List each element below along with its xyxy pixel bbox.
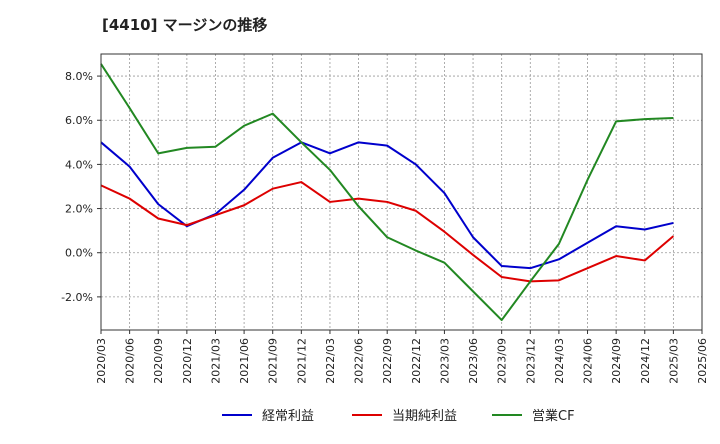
x-tick-label: 2020/03 — [95, 338, 108, 384]
chart-title: [4410] マージンの推移 — [102, 16, 268, 34]
legend: 経常利益 当期純利益 営業CF — [222, 408, 575, 424]
x-tick-label: 2025/06 — [696, 338, 709, 384]
x-tick-label: 2021/03 — [209, 338, 222, 384]
x-tick-label: 2021/09 — [267, 338, 280, 384]
x-tick-label: 2024/06 — [582, 338, 595, 384]
y-tick-label: 0.0% — [65, 247, 93, 260]
x-tick-label: 2022/09 — [381, 338, 394, 384]
legend-label: 当期純利益 — [392, 409, 457, 424]
x-tick-label: 2023/09 — [496, 338, 509, 384]
x-tick-label: 2024/09 — [610, 338, 623, 384]
series-lines — [100, 63, 675, 322]
x-tick-label: 2023/12 — [524, 338, 537, 384]
legend-label: 営業CF — [532, 408, 575, 424]
y-tick-label: 4.0% — [65, 158, 93, 171]
x-tick-label: 2024/03 — [553, 338, 566, 384]
legend-label: 経常利益 — [262, 409, 314, 424]
x-tick-label: 2022/12 — [410, 338, 423, 384]
y-tick-label: 6.0% — [65, 114, 93, 127]
series-line-2 — [100, 181, 675, 283]
series-line-3 — [100, 63, 674, 322]
x-tick-label: 2021/12 — [295, 338, 308, 384]
y-tick-label: 2.0% — [65, 203, 93, 216]
x-tick-label: 2020/12 — [181, 338, 194, 384]
x-axis: 2020/03 2020/06 2020/09 2020/12 2021/03 2021/… — [95, 330, 709, 384]
series-line-1 — [100, 141, 674, 270]
plot-frame — [100, 53, 703, 331]
y-tick-label: 8.0% — [65, 70, 93, 83]
x-tick-label: 2024/12 — [639, 338, 652, 384]
x-tick-label: 2025/03 — [667, 338, 680, 384]
grid — [101, 54, 702, 330]
x-tick-label: 2023/06 — [467, 338, 480, 384]
x-tick-label: 2020/06 — [124, 338, 137, 384]
y-tick-label: -2.0% — [61, 291, 93, 304]
x-tick-label: 2022/06 — [353, 338, 366, 384]
x-tick-label: 2023/03 — [438, 338, 451, 384]
x-tick-label: 2021/06 — [238, 338, 251, 384]
x-tick-label: 2020/09 — [152, 338, 165, 384]
x-tick-label: 2022/03 — [324, 338, 337, 384]
y-axis: 8.0% 6.0% 4.0% 2.0% 0.0% -2.0% — [61, 70, 101, 304]
